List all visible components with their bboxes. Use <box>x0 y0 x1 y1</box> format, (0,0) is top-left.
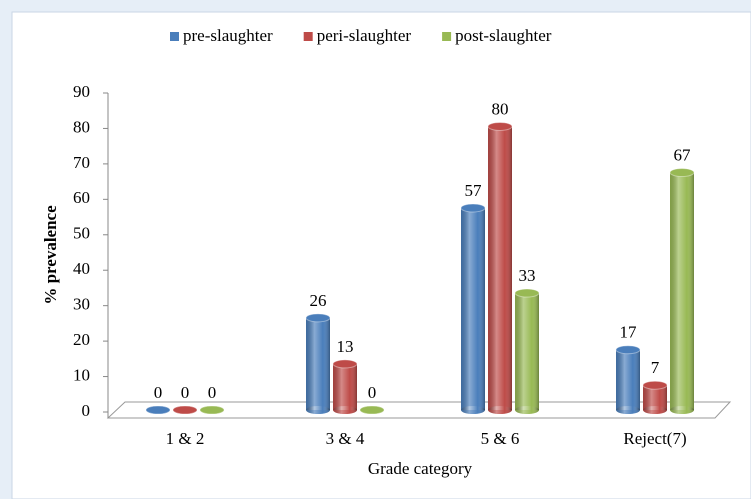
bar-part <box>199 405 225 415</box>
bar-part <box>616 406 640 414</box>
bar-part <box>359 405 385 415</box>
legend-swatch <box>442 32 452 41</box>
legend-label: peri-slaughter <box>317 26 412 45</box>
value-label: 67 <box>674 145 692 164</box>
bar <box>514 288 540 414</box>
value-label: 0 <box>208 383 217 402</box>
bar-part <box>515 293 539 410</box>
bar-part <box>670 406 694 414</box>
y-axis-label: % prevalence <box>41 205 60 305</box>
legend-swatch <box>170 32 179 41</box>
bar <box>145 405 171 415</box>
bar-part <box>488 126 512 410</box>
value-label: 26 <box>310 291 327 310</box>
legend-label: post-slaughter <box>455 26 552 45</box>
value-label: 80 <box>492 99 509 118</box>
bar <box>305 313 331 414</box>
value-label: 57 <box>465 181 483 200</box>
y-tick-label: 10 <box>73 365 90 384</box>
bar-part <box>514 288 540 298</box>
value-label: 33 <box>519 266 536 285</box>
bar <box>642 380 668 414</box>
bar-part <box>615 345 641 355</box>
y-tick-label: 0 <box>82 401 91 420</box>
y-tick-label: 50 <box>73 224 90 243</box>
y-tick-label: 80 <box>73 117 90 136</box>
bar-part <box>643 406 667 414</box>
value-label: 0 <box>181 383 190 402</box>
bar-part <box>460 203 486 213</box>
bar-part <box>669 168 695 178</box>
y-tick-label: 30 <box>73 295 90 314</box>
bar-part <box>333 406 357 414</box>
bar <box>669 168 695 414</box>
legend-swatch <box>303 32 313 41</box>
bar-part <box>461 207 485 410</box>
bar-part <box>461 406 485 414</box>
bar-part <box>172 405 198 415</box>
bar-part <box>616 349 640 410</box>
bar-part <box>488 406 512 414</box>
bar <box>359 405 385 415</box>
bar-part <box>643 385 667 410</box>
value-label: 17 <box>620 323 638 342</box>
x-tick-label: Reject(7) <box>623 429 686 448</box>
bar <box>615 345 641 414</box>
y-tick-label: 40 <box>73 259 90 278</box>
y-tick-label: 70 <box>73 153 90 172</box>
y-tick-label: 20 <box>73 330 90 349</box>
bar <box>332 359 358 414</box>
bar <box>172 405 198 415</box>
floor <box>106 401 732 419</box>
bar-part <box>487 121 513 131</box>
bar <box>487 121 513 414</box>
bar-part <box>515 406 539 414</box>
x-tick-label: 1 & 2 <box>166 429 205 448</box>
x-tick-label: 5 & 6 <box>481 429 520 448</box>
x-axis-label: Grade category <box>368 459 473 478</box>
bar-part <box>145 405 171 415</box>
legend-label: pre-slaughter <box>183 26 273 45</box>
x-tick-label: 3 & 4 <box>326 429 365 448</box>
bar-part <box>305 313 331 323</box>
bar-part <box>642 380 668 390</box>
value-label: 7 <box>651 358 660 377</box>
bar-part <box>306 406 330 414</box>
bar-part <box>333 363 357 410</box>
bar-part <box>670 172 694 410</box>
value-label: 13 <box>337 337 354 356</box>
panel <box>11 11 751 499</box>
bar <box>199 405 225 415</box>
y-tick-label: 60 <box>73 188 90 207</box>
value-label: 0 <box>368 383 377 402</box>
value-label: 0 <box>154 383 163 402</box>
bar <box>460 203 486 414</box>
bar-part <box>306 317 330 410</box>
y-tick-label: 90 <box>73 82 90 101</box>
bar-part <box>332 359 358 369</box>
